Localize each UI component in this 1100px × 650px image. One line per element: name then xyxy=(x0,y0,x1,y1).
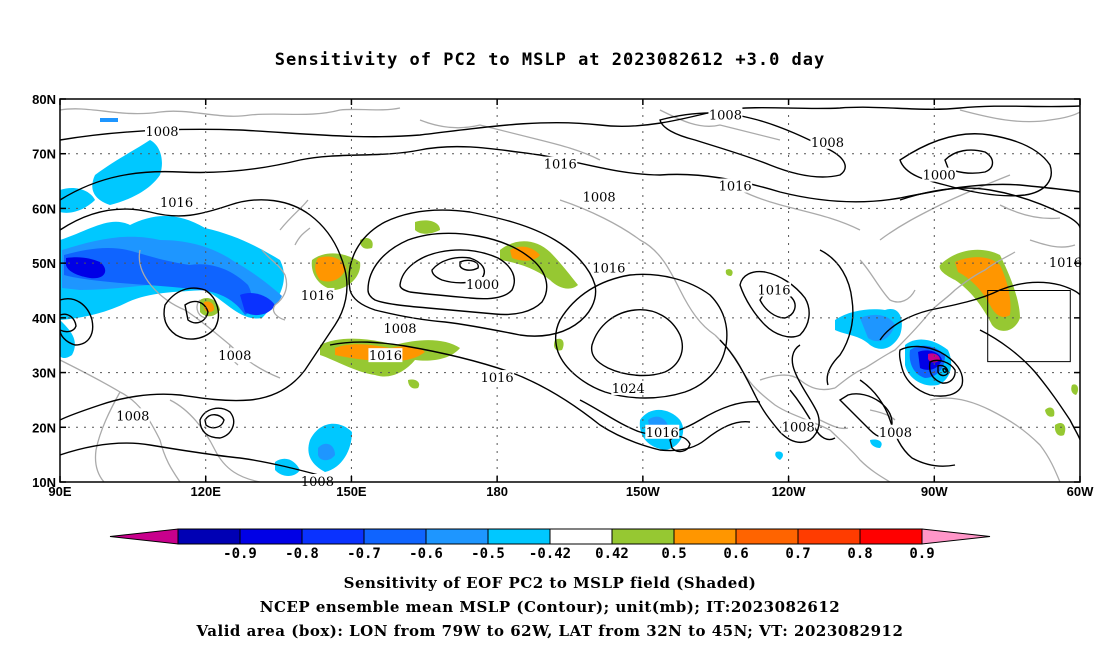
caption-line-3: Valid area (box): LON from 79W to 62W, L… xyxy=(196,622,904,640)
contour-label-bg xyxy=(1048,255,1083,270)
contour-label: 1024 xyxy=(612,382,645,397)
lon-tick-label: 120W xyxy=(772,484,807,499)
contour-label: 1016 xyxy=(646,426,679,441)
contour-label-bg xyxy=(480,370,515,385)
contour-label-bg xyxy=(115,408,150,423)
contour-label-bg xyxy=(217,348,252,363)
contour-label: 1000 xyxy=(466,278,499,293)
colorbar-swatch xyxy=(611,528,675,545)
contour-label-bg xyxy=(757,282,791,297)
contour-label: 1008 xyxy=(116,409,149,424)
colorbar-swatch xyxy=(735,528,799,545)
contour-label-bg xyxy=(781,419,816,434)
contour-label: 1016 xyxy=(160,196,193,211)
colorbar: -0.9 -0.8 -0.7 -0.6 -0.5 -0.42 0.42 0.5 0.6 0.7 0.… xyxy=(109,528,991,562)
contour-label-bg xyxy=(718,178,753,193)
contour-label-bg xyxy=(465,277,500,292)
caption-line-2: NCEP ensemble mean MSLP (Contour); unit(… xyxy=(259,598,841,616)
contour-labels: 1008 1008 1008 1016 1016 1000 1008 1016 1016 1016… xyxy=(115,107,1083,490)
contour-label-bg xyxy=(383,320,417,335)
colorbar-swatch xyxy=(487,528,551,545)
colorbar-swatch xyxy=(859,528,923,545)
contour-label-bg xyxy=(591,260,626,275)
colorbar-label: 0.9 xyxy=(909,546,934,562)
contour-label: 1008 xyxy=(583,190,616,205)
contour-label-bg xyxy=(300,287,335,302)
colorbar-label: -0.8 xyxy=(285,546,319,562)
contour-label: 1016 xyxy=(301,289,334,304)
contour-label-bg xyxy=(708,107,743,122)
lon-tick-label: 60W xyxy=(1067,484,1094,499)
colorbar-label: -0.5 xyxy=(471,546,505,562)
colorbar-swatch xyxy=(239,528,303,545)
contour-label-bg xyxy=(645,424,680,439)
colorbar-swatch xyxy=(425,528,489,545)
contour-label: 1016 xyxy=(757,284,790,299)
plot-frame xyxy=(59,98,1081,483)
lat-tick-label: 80N xyxy=(32,92,56,107)
lon-tick-label: 90W xyxy=(921,484,948,499)
colorbar-swatch xyxy=(549,528,613,545)
contour-label: 1016 xyxy=(719,180,752,195)
lon-tick-label: 150W xyxy=(626,484,661,499)
contour-label: 1008 xyxy=(709,108,742,123)
contour-label: 1016 xyxy=(544,158,577,173)
contour-label-bg xyxy=(582,189,617,204)
lon-tick-label: 90E xyxy=(48,484,71,499)
contour-label: 1016 xyxy=(592,262,625,277)
contour-label: 1008 xyxy=(879,426,912,441)
colorbar-label: 0.8 xyxy=(847,546,872,562)
caption-line-1: Sensitivity of EOF PC2 to MSLP field (Sh… xyxy=(343,574,757,592)
lat-tick-label: 50N xyxy=(32,256,56,271)
contour-label: 1008 xyxy=(218,349,251,364)
colorbar-swatch xyxy=(301,528,365,545)
contour-label-bg xyxy=(145,123,179,138)
colorbar-label: -0.7 xyxy=(347,546,381,562)
colorbar-label: 0.6 xyxy=(723,546,748,562)
lon-tick-label: 180 xyxy=(486,484,508,499)
contour-label-bg xyxy=(878,424,913,439)
colorbar-label: -0.6 xyxy=(409,546,443,562)
colorbar-swatch xyxy=(673,528,737,545)
map-axes: 10N 20N 30N 40N 50N 60N 70N 80N 90E 120E 150E 180 15… xyxy=(32,92,1094,499)
page-title: Sensitivity of PC2 to MSLP at 2023082612… xyxy=(274,50,826,70)
lat-tick-label: 70N xyxy=(32,147,56,162)
valid-area-rect xyxy=(987,290,1071,363)
contour-label-bg xyxy=(368,348,403,363)
sensitivity-shading xyxy=(60,118,1079,476)
colorbar-label: 0.42 xyxy=(595,546,629,562)
lat-tick-label: 60N xyxy=(32,201,56,216)
colorbar-swatch xyxy=(177,528,241,545)
colorbar-label: 0.7 xyxy=(785,546,810,562)
contour-label-bg xyxy=(922,167,957,182)
contour-label: 1000 xyxy=(923,169,956,184)
colorbar-label: -0.9 xyxy=(223,546,257,562)
lon-tick-label: 120E xyxy=(191,484,222,499)
contour-label-bg xyxy=(810,134,845,149)
contour-label-bg xyxy=(543,156,578,171)
colorbar-label: -0.42 xyxy=(529,546,571,562)
contour-label: 1008 xyxy=(145,125,178,140)
contour-label: 1016 xyxy=(369,349,402,364)
lat-tick-label: 10N xyxy=(32,475,56,490)
contour-label-bg xyxy=(159,194,194,209)
contour-label: 1008 xyxy=(811,136,844,151)
colorbar-label: 0.5 xyxy=(661,546,686,562)
colorbar-swatch xyxy=(797,528,861,545)
lon-tick-label: 150E xyxy=(336,484,367,499)
contour-label: 1008 xyxy=(383,322,416,337)
contour-label: 1008 xyxy=(782,420,815,435)
lat-tick-label: 30N xyxy=(32,366,56,381)
colorbar-low-triangle xyxy=(109,528,179,545)
valid-area-box xyxy=(987,290,1071,363)
lat-tick-label: 20N xyxy=(32,420,56,435)
contour-label: 1016 xyxy=(481,371,514,386)
lat-tick-label: 40N xyxy=(32,311,56,326)
contour-label-bg xyxy=(300,474,335,488)
colorbar-swatch xyxy=(363,528,427,545)
contour-label: 1016 xyxy=(1049,256,1082,271)
contour-label-bg xyxy=(611,380,646,395)
colorbar-high-triangle xyxy=(921,528,991,545)
